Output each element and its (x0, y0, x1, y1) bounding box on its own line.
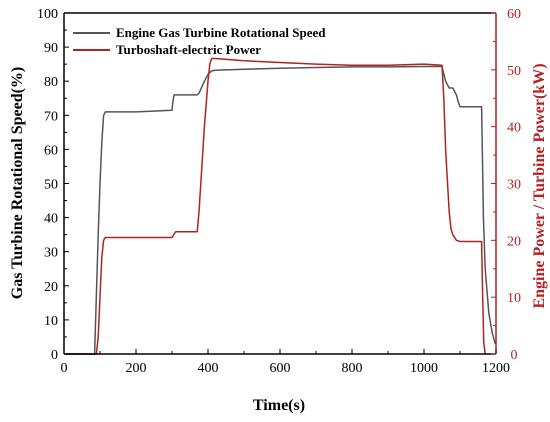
left-y-tick-label: 50 (44, 178, 58, 193)
left-y-tick-label: 70 (44, 109, 58, 124)
left-y-tick-label: 10 (44, 314, 58, 329)
x-axis-title: Time(s) (253, 397, 305, 414)
right-y-tick-label: 40 (507, 121, 521, 136)
left-y-tick-label: 30 (44, 246, 58, 261)
left-y-tick-label: 100 (37, 7, 58, 22)
right-y-tick-label: 30 (507, 178, 521, 193)
right-y-tick-label: 50 (507, 64, 521, 79)
plot-area (64, 57, 497, 355)
axes: 0 200 400 600 800 1000 12000102030405060708090… (37, 7, 521, 376)
right-y-tick-label: 10 (507, 291, 521, 306)
left-y-axis-title: Gas Turbine Rotational Speed(%) (9, 67, 26, 299)
right-y-axis-title: Engine Power / Turbine Power(kW) (531, 63, 548, 308)
x-tick-label: 800 (342, 361, 363, 376)
x-tick-label: 1200 (482, 361, 510, 376)
x-tick-label: 400 (198, 361, 219, 376)
series-line-speed (64, 65, 497, 355)
left-y-tick-label: 80 (44, 75, 58, 90)
left-y-tick-label: 90 (44, 41, 58, 56)
right-y-tick-label: 20 (507, 234, 521, 249)
left-y-tick-label: 60 (44, 143, 58, 158)
series-line-power (64, 57, 486, 355)
right-y-tick-label: 0 (511, 348, 518, 363)
x-tick-label: 0 (61, 361, 68, 376)
right-y-tick-label: 60 (507, 7, 521, 22)
x-tick-label: 1000 (410, 361, 438, 376)
legend: Engine Gas Turbine Rotational Speed Turb… (73, 25, 326, 57)
x-tick-label: 200 (126, 361, 147, 376)
left-y-tick-label: 20 (44, 280, 58, 295)
legend-label-speed: Engine Gas Turbine Rotational Speed (116, 25, 326, 40)
left-y-tick-label: 0 (51, 348, 58, 363)
legend-label-power: Turboshaft-electric Power (116, 42, 261, 57)
left-y-tick-label: 40 (44, 212, 58, 227)
x-tick-label: 600 (270, 361, 291, 376)
